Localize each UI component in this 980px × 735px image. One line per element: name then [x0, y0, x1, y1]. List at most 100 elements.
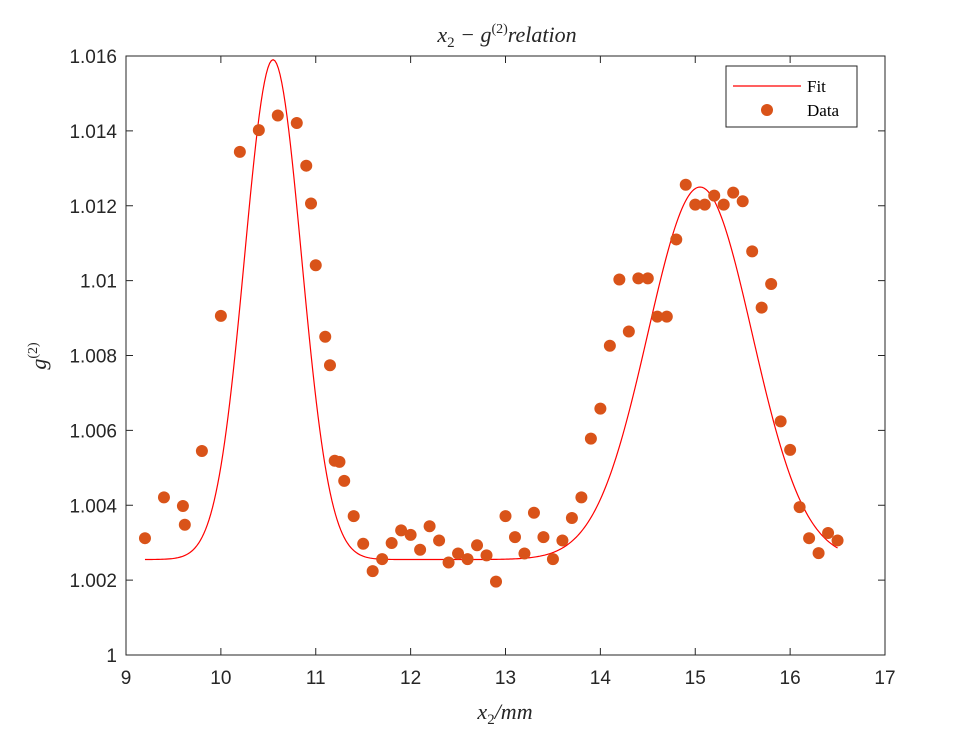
data-point: [290, 117, 303, 130]
data-point: [774, 415, 787, 428]
data-point: [347, 510, 360, 523]
x-axis-label: x2/mm: [476, 699, 532, 728]
data-point: [831, 534, 844, 547]
data-point: [822, 526, 835, 539]
x-tick-label: 13: [495, 668, 516, 689]
data-point: [499, 510, 512, 523]
data-point: [305, 197, 318, 210]
data-point: [689, 198, 702, 211]
x-tick-label: 14: [590, 668, 612, 689]
data-point: [765, 277, 778, 290]
x-axis-ticks: 9 10 11 12 13 14 15 16 17: [121, 56, 896, 689]
y-tick-label: 1.014: [69, 122, 117, 143]
data-point: [376, 553, 389, 566]
data-point: [252, 124, 265, 137]
data-point: [423, 520, 436, 533]
y-tick-label: 1.01: [80, 272, 117, 293]
x-tick-label: 17: [874, 668, 895, 689]
y-tick-label: 1.004: [69, 496, 117, 517]
data-point: [300, 159, 313, 172]
data-point: [736, 195, 749, 208]
data-point: [746, 245, 759, 258]
data-point: [271, 109, 284, 122]
data-point: [537, 531, 550, 544]
y-tick-label: 1.008: [69, 347, 117, 368]
plot-area: [126, 56, 885, 655]
data-point: [784, 443, 797, 456]
data-point: [708, 189, 721, 202]
x-tick-label: 16: [780, 668, 801, 689]
data-point: [613, 273, 626, 286]
data-point: [233, 145, 246, 158]
data-point: [670, 233, 683, 246]
data-point: [471, 539, 484, 552]
data-point: [338, 474, 351, 487]
data-point: [527, 506, 540, 519]
data-point: [357, 537, 370, 550]
data-point: [442, 556, 455, 569]
legend-box: [725, 65, 858, 128]
y-tick-label: 1: [106, 646, 117, 667]
legend: Fit Data: [725, 65, 858, 128]
data-point: [717, 198, 730, 211]
data-point: [755, 301, 768, 314]
data-point: [385, 537, 398, 550]
data-point: [157, 491, 170, 504]
data-point: [518, 547, 531, 560]
data-point: [138, 532, 151, 545]
y-axis-ticks: 1 1.002 1.004 1.006 1.008 1.01 1.012 1.014 1.016: [69, 47, 885, 667]
y-axis-label: g(2): [26, 342, 51, 370]
data-point: [366, 565, 379, 578]
data-point: [575, 491, 588, 504]
chart-title: x2 − g(2)relation: [436, 22, 576, 51]
data-point: [195, 444, 208, 457]
data-point: [727, 186, 740, 199]
y-tick-label: 1.006: [69, 421, 117, 442]
data-point: [433, 534, 446, 547]
axes-box: [125, 55, 886, 656]
data-point: [698, 198, 711, 211]
data-point: [508, 531, 521, 544]
data-series-points: [138, 109, 844, 588]
data-point: [452, 547, 465, 560]
legend-data-swatch: [761, 104, 773, 116]
data-point: [395, 524, 408, 537]
legend-fit-label: Fit: [807, 77, 826, 96]
data-point: [793, 501, 806, 514]
x-tick-label: 12: [400, 668, 421, 689]
data-point: [679, 178, 692, 191]
data-point: [176, 500, 189, 512]
data-point: [490, 575, 503, 588]
data-point: [803, 532, 816, 545]
data-point: [323, 359, 336, 372]
data-point: [414, 543, 427, 556]
data-point: [584, 432, 597, 445]
data-point: [812, 547, 825, 560]
data-point: [546, 553, 559, 566]
y-tick-label: 1.016: [69, 47, 117, 68]
data-point: [333, 455, 346, 468]
x-tick-label: 11: [306, 668, 326, 689]
data-point: [651, 310, 664, 323]
data-point: [461, 553, 474, 566]
data-point: [565, 511, 578, 524]
x-tick-label: 9: [121, 668, 132, 689]
data-point: [660, 310, 673, 323]
data-point: [594, 402, 607, 415]
data-point: [641, 272, 654, 285]
data-point: [309, 259, 322, 272]
x-tick-label: 10: [210, 668, 231, 689]
legend-data-label: Data: [807, 101, 840, 120]
data-point: [632, 272, 645, 285]
data-point: [622, 325, 635, 338]
fit-series-line: [144, 59, 838, 561]
data-point: [603, 339, 616, 352]
data-point: [556, 534, 569, 547]
data-point: [214, 309, 227, 322]
y-tick-label: 1.012: [69, 197, 117, 218]
data-point: [178, 518, 191, 531]
y-tick-label: 1.002: [69, 571, 117, 592]
x-tick-label: 15: [685, 668, 706, 689]
data-point: [319, 330, 332, 343]
